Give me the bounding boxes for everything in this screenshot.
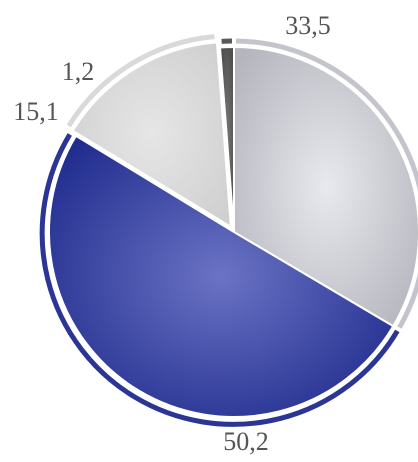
pie-slice-4	[218, 45, 235, 233]
data-label-1: 33,5	[285, 11, 331, 40]
pie-labels: 33,5 50,2 15,11,2	[13, 11, 331, 456]
pie-slice-2	[47, 134, 395, 419]
pie-slices	[39, 34, 418, 427]
pie-slice-3	[71, 41, 233, 229]
data-label-2: 50,2	[223, 427, 269, 456]
pie-slice-rim-3	[66, 34, 215, 128]
pie-slice-rim-2	[39, 133, 400, 427]
data-label-3: 15,1	[13, 97, 59, 126]
pie-slice-1	[233, 45, 418, 328]
pie-slice-rim-1	[235, 38, 418, 329]
data-label-4: 1,2	[62, 57, 95, 86]
